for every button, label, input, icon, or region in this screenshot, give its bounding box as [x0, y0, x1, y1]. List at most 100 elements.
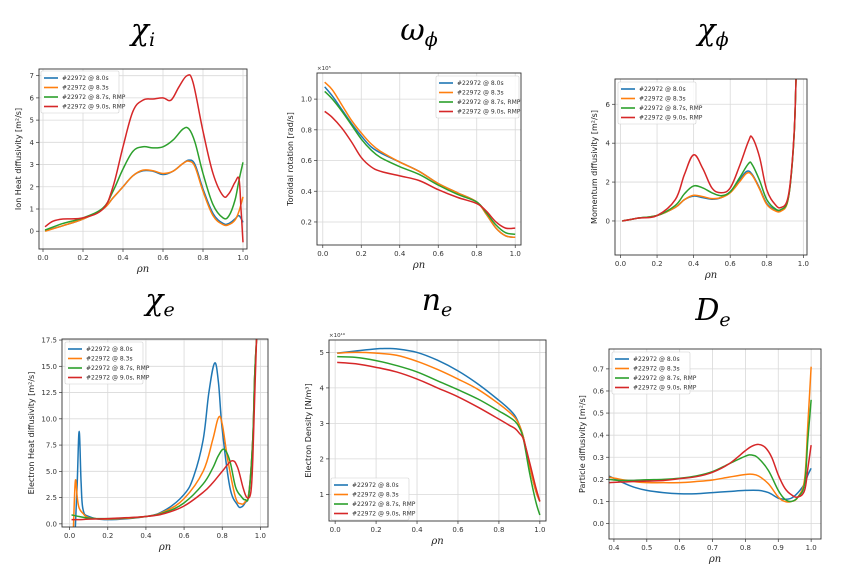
y-axis-label: Electron Density [N/m³] — [304, 383, 313, 477]
chart-title: ne — [422, 283, 453, 321]
x-axis-label: ρn — [412, 260, 425, 271]
x-tick-label: 0.0 — [330, 526, 341, 534]
x-tick-label: 0.7 — [707, 544, 718, 552]
legend-label-3: #22972 @ 9.0s, RMP — [352, 511, 416, 518]
y-tick-label: 0.0 — [593, 520, 604, 528]
y-tick-label: 0.2 — [301, 218, 312, 226]
y-tick-label: 2 — [606, 179, 610, 187]
x-tick-label: 0.5 — [641, 544, 652, 552]
x-tick-label: 0.4 — [688, 260, 700, 268]
legend-label-0: #22972 @ 8.0s — [633, 356, 680, 363]
series-line-3 — [44, 74, 244, 243]
legend-box — [435, 75, 520, 119]
legend-label-3: #22972 @ 9.0s, RMP — [62, 104, 126, 111]
x-axis-label: ρn — [704, 270, 717, 281]
legend-box — [330, 477, 410, 521]
y-tick-label: 0.6 — [301, 157, 313, 165]
chart-title: χi — [129, 13, 155, 51]
series-line-2 — [622, 79, 797, 222]
y-tick-label: 12.5 — [41, 389, 57, 397]
chart-title-subscript: e — [163, 299, 174, 321]
x-tick-label: 0.4 — [394, 250, 406, 258]
x-tick-label: 0.6 — [157, 254, 169, 262]
series-line-0 — [609, 467, 812, 500]
chart-title: χϕ — [695, 13, 728, 51]
x-tick-label: 0.4 — [411, 526, 423, 534]
series-line-2 — [609, 399, 812, 503]
x-tick-label: 0.4 — [140, 532, 152, 540]
y-tick-label: 2 — [30, 183, 34, 191]
legend-label-0: #22972 @ 8.0s — [62, 75, 109, 82]
y-tick-label: 0.0 — [46, 520, 57, 528]
x-tick-label: 0.8 — [761, 260, 772, 268]
chart-title-subscript: ϕ — [716, 29, 729, 51]
chart-panel-omega_phi: ωϕ 0.0 0.2 0.4 0.6 0.8 1.0 0.2 0.4 0.6 0.8 1.0 ρn Tor… — [286, 13, 522, 271]
series-line-1 — [324, 81, 516, 239]
series-line-2 — [324, 90, 516, 235]
chart-panel-chi_i: χi 0.0 0.2 0.4 0.6 0.8 1.0 0 1 2 3 4 5 6 7 ρn Ion Heat d… — [14, 13, 249, 275]
y-tick-label: 0 — [606, 217, 610, 225]
chart-title-symbol: χ — [695, 13, 717, 48]
chart-title-symbol: n — [422, 283, 441, 318]
legend-label-2: #22972 @ 8.7s, RMP — [633, 375, 697, 382]
chart-title-symbol: χ — [129, 13, 151, 48]
legend-label-1: #22972 @ 8.3s — [639, 96, 686, 103]
y-tick-label: 6 — [30, 94, 35, 102]
legend-box — [617, 81, 697, 125]
y-axis-label: Particle diffusivity [m²/s] — [578, 395, 587, 493]
y-tick-label: 0.1 — [593, 498, 604, 506]
legend-label-0: #22972 @ 8.0s — [86, 346, 133, 353]
y-tick-label: 0.8 — [301, 126, 312, 134]
legend-label-2: #22972 @ 8.7s, RMP — [457, 99, 521, 106]
chart-panel-chi_e: χe 0.0 0.2 0.4 0.6 0.8 1.0 0.0 2.5 5.0 7.5 10.0 12.5… — [27, 283, 269, 553]
axes-frame — [608, 348, 822, 540]
legend-label-2: #22972 @ 8.7s, RMP — [639, 105, 703, 112]
x-axis-label: ρn — [158, 542, 171, 553]
x-tick-label: 1.0 — [534, 526, 545, 534]
axes-frame — [328, 339, 547, 522]
y-tick-label: 7 — [30, 72, 34, 80]
legend-label-2: #22972 @ 8.7s, RMP — [62, 94, 126, 101]
y-axis-multiplier: ×10¹⁹ — [329, 332, 345, 339]
y-tick-label: 5 — [320, 349, 324, 357]
x-tick-label: 1.0 — [510, 250, 521, 258]
y-tick-label: 1.0 — [301, 96, 312, 104]
y-tick-label: 1 — [30, 206, 34, 214]
legend-box — [64, 341, 144, 385]
x-tick-label: 0.0 — [64, 532, 75, 540]
series-line-2 — [337, 355, 541, 516]
chart-panel-D_e: De 0.4 0.5 0.6 0.7 0.8 0.9 1.0 0.0 0.1 0.2 0.3 0.4 0.… — [578, 293, 822, 565]
y-tick-label: 4 — [606, 140, 611, 148]
y-tick-label: 17.5 — [41, 337, 57, 345]
x-tick-label: 0.6 — [452, 526, 464, 534]
x-tick-label: 0.4 — [608, 544, 620, 552]
chart-title-symbol: χ — [143, 283, 165, 318]
chart-title-subscript: e — [719, 309, 730, 331]
series-line-3 — [622, 79, 797, 222]
y-tick-label: 0.4 — [301, 188, 313, 196]
y-tick-label: 0.4 — [593, 432, 605, 440]
x-axis-label: ρn — [136, 264, 149, 275]
y-tick-label: 1 — [320, 491, 324, 499]
chart-title-subscript: i — [149, 29, 155, 51]
y-axis-label: Momentum diffusivity [m²/s] — [590, 110, 599, 224]
series-line-3 — [609, 443, 812, 498]
x-tick-label: 0.4 — [117, 254, 129, 262]
y-tick-label: 0.3 — [593, 454, 604, 462]
legend-label-2: #22972 @ 8.7s, RMP — [86, 365, 150, 372]
x-tick-label: 0.8 — [740, 544, 751, 552]
chart-title-subscript: ϕ — [425, 29, 438, 51]
x-tick-label: 0.2 — [356, 250, 367, 258]
y-tick-label: 0.6 — [593, 387, 605, 395]
y-tick-label: 2 — [320, 455, 324, 463]
y-axis-label: Ion Heat diffusivity [m²/s] — [14, 108, 23, 210]
chart-title-symbol: ω — [400, 13, 424, 48]
y-axis-label: Toroidal rotation [rad/s] — [286, 112, 295, 207]
chart-title-subscript: e — [441, 299, 452, 321]
y-tick-label: 4 — [30, 139, 35, 147]
chart-title: ωϕ — [400, 13, 437, 51]
y-tick-label: 3 — [320, 420, 324, 428]
series-line-3 — [71, 339, 258, 521]
legend-label-3: #22972 @ 9.0s, RMP — [633, 385, 697, 392]
x-tick-label: 0.0 — [37, 254, 48, 262]
